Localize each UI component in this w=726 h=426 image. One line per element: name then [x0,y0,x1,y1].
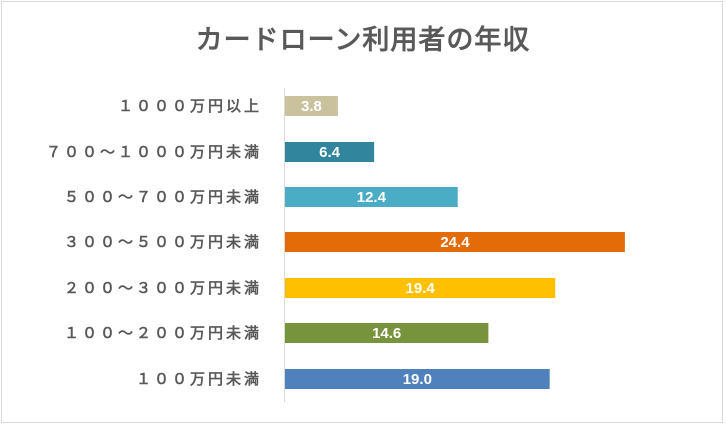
data-label: 12.4 [357,189,387,206]
category-label: １０００万円以上 [118,97,262,115]
category-label: １００万円未満 [136,370,262,388]
category-label: ３００～５００万円未満 [64,233,262,251]
bar [285,278,556,298]
bar [285,142,375,162]
data-label: 6.4 [319,144,341,161]
data-label: 14.6 [372,325,401,342]
bar [285,187,458,207]
category-label: ７００～１０００万円未満 [46,143,262,161]
chart-title: カードローン利用者の年収 [195,25,531,56]
category-label: ２００～３００万円未満 [64,279,262,297]
bar [285,96,338,116]
data-label: 24.4 [440,234,470,251]
category-label: １００～２００万円未満 [64,324,262,342]
data-label: 19.4 [406,280,436,297]
data-label: 19.0 [403,371,432,388]
bar [285,323,489,343]
bar [285,232,625,252]
data-label: 3.8 [301,98,322,115]
bar [285,369,550,389]
category-label: ５００～７００万円未満 [64,188,262,206]
